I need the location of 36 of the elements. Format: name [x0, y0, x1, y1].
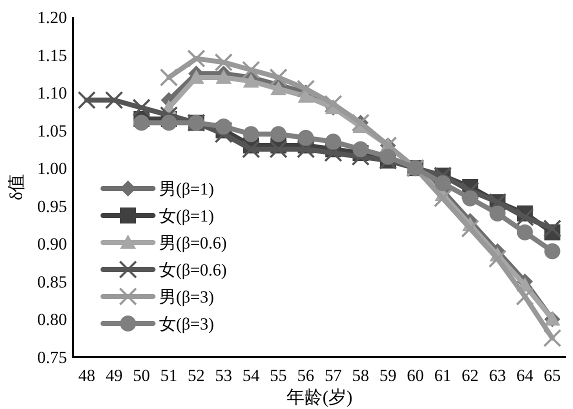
y-tick-label: 1.00: [37, 159, 67, 178]
x-tick-label: 49: [106, 366, 123, 385]
x-tick-label: 53: [215, 366, 232, 385]
x-tick-label: 55: [270, 366, 287, 385]
y-tick-label: 1.10: [37, 84, 67, 103]
y-tick-label: 0.80: [37, 310, 67, 330]
legend-label: 女(β=3): [159, 314, 214, 334]
x-tick-label: 57: [324, 366, 342, 385]
x-tick-label: 62: [462, 366, 479, 385]
x-tick-label: 52: [188, 366, 205, 385]
y-tick-label: 0.85: [37, 272, 67, 292]
y-tick-label: 0.90: [37, 234, 67, 254]
legend-label: 男(β=0.6): [159, 234, 227, 252]
legend-label: 女(β=0.6): [159, 260, 227, 280]
x-tick-label: 56: [297, 366, 314, 385]
x-tick-label: 48: [78, 366, 96, 385]
y-tick-label: 1.20: [37, 8, 67, 27]
legend-label: 女(β=1): [159, 206, 214, 226]
y-tick-label: 1.05: [37, 121, 67, 140]
x-tick-label: 64: [516, 366, 534, 385]
legend-label: 男(β=1): [159, 180, 214, 198]
y-tick-label: 1.15: [37, 46, 67, 65]
x-tick-label: 54: [242, 366, 260, 385]
y-tick-label: 0.95: [37, 196, 67, 216]
legend-label: 男(β=3): [159, 288, 214, 306]
x-tick-label: 50: [132, 366, 150, 385]
y-axis-title: δ值: [6, 174, 26, 200]
x-tick-label: 51: [160, 366, 178, 385]
x-axis-title: 年龄(岁): [286, 387, 352, 407]
x-tick-label: 65: [544, 366, 561, 385]
x-tick-label: 58: [352, 366, 370, 385]
x-tick-label: 60: [406, 366, 424, 385]
x-tick-label: 63: [489, 366, 506, 385]
x-tick-label: 61: [434, 366, 452, 385]
y-tick-label: 0.75: [37, 348, 67, 367]
x-tick-label: 59: [379, 366, 396, 385]
